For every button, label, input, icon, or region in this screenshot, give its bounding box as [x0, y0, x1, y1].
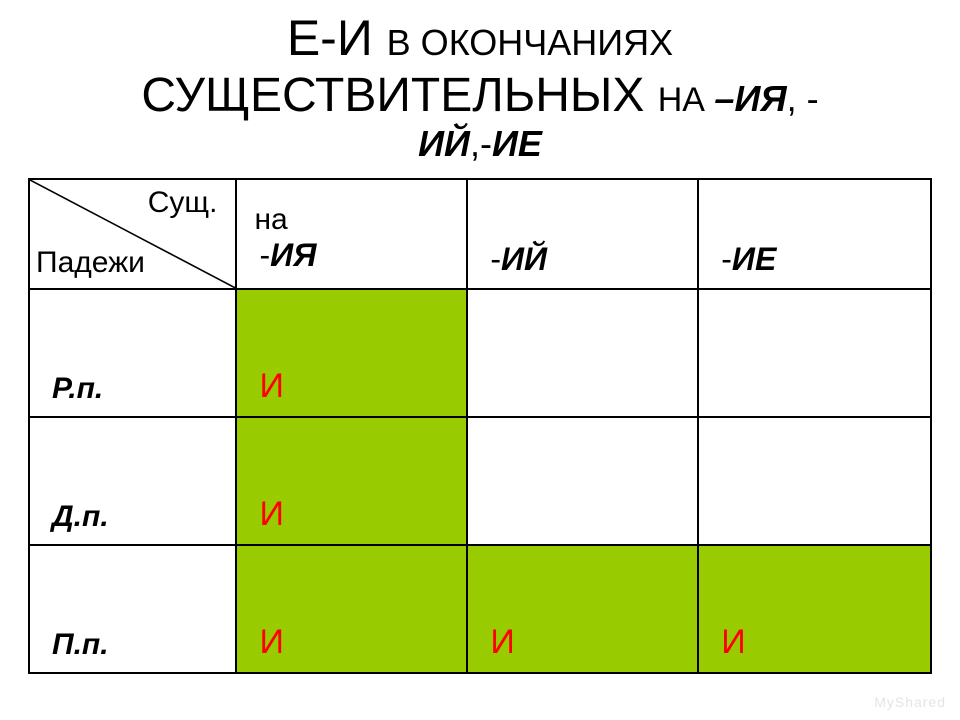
table-cell — [467, 289, 698, 417]
title-segment: Е-И — [287, 10, 387, 66]
table-cell: И — [236, 545, 467, 673]
corner-bottom-label: Падежи — [36, 246, 145, 280]
watermark: MyShared — [874, 694, 946, 710]
title-segment: НА — [658, 81, 715, 119]
title-segment: В ОКОНЧАНИЯХ — [387, 22, 673, 63]
row-label: Р.п. — [29, 289, 236, 417]
table-cell: И — [236, 289, 467, 417]
table-row: Д.п.И — [29, 417, 931, 545]
column-suffix: -ИЙ — [490, 241, 547, 278]
column-suffix: -ИЕ — [721, 241, 776, 278]
title-segment: ИЕ — [492, 123, 542, 164]
table-cell: И — [698, 545, 931, 673]
title-segment: –ИЯ — [714, 78, 786, 119]
table-cell: И — [467, 545, 698, 673]
column-header: -ИЕ — [698, 179, 931, 289]
table-corner-cell: Сущ.Падежи — [29, 179, 236, 289]
row-label: П.п. — [29, 545, 236, 673]
corner-top-label: Сущ. — [148, 186, 218, 220]
title-segment: , - — [787, 78, 819, 119]
title-segment: ,- — [470, 123, 492, 164]
slide: Е-И В ОКОНЧАНИЯХ СУЩЕСТВИТЕЛЬНЫХ НА –ИЯ,… — [0, 0, 960, 720]
table-row: Р.п.И — [29, 289, 931, 417]
title-segment: СУЩЕСТВИТЕЛЬНЫХ — [141, 69, 657, 122]
table-cell: И — [236, 417, 467, 545]
column-prefix: на — [254, 203, 466, 237]
table-cell — [698, 289, 931, 417]
column-header: на-ИЯ — [236, 179, 467, 289]
table-cell — [698, 417, 931, 545]
column-header: -ИЙ — [467, 179, 698, 289]
row-label: Д.п. — [29, 417, 236, 545]
grammar-table: Сущ.Падежина-ИЯ-ИЙ-ИЕР.п.ИД.п.ИП.п.ИИИ — [28, 178, 932, 674]
table-cell — [467, 417, 698, 545]
column-suffix: -ИЯ — [259, 237, 316, 274]
table-row: П.п.ИИИ — [29, 545, 931, 673]
title-segment: ИЙ — [418, 123, 470, 164]
slide-title: Е-И В ОКОНЧАНИЯХ СУЩЕСТВИТЕЛЬНЫХ НА –ИЯ,… — [28, 10, 932, 164]
table-header-row: Сущ.Падежина-ИЯ-ИЙ-ИЕ — [29, 179, 931, 289]
